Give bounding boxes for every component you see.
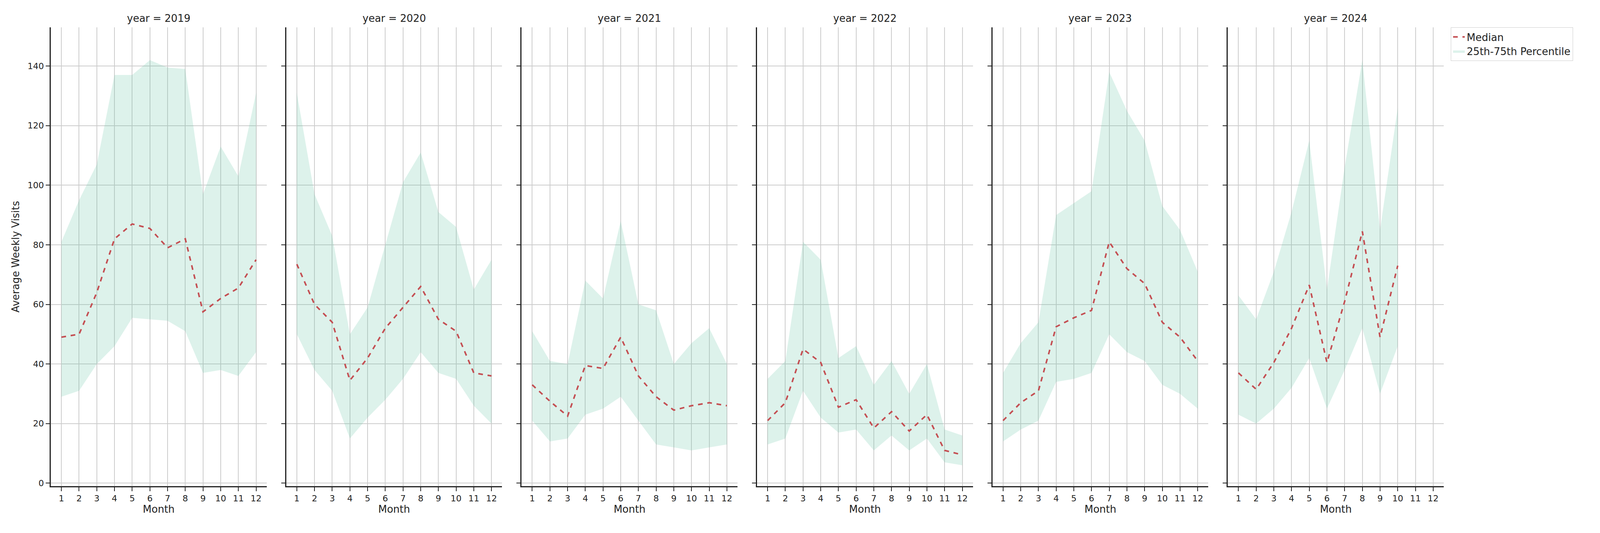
svg-text:1: 1 [764, 493, 771, 504]
svg-text:year = 2022: year = 2022 [833, 12, 897, 25]
svg-text:9: 9 [1377, 493, 1383, 504]
svg-text:4: 4 [111, 493, 118, 504]
svg-text:4: 4 [1053, 493, 1059, 504]
svg-text:10: 10 [1157, 493, 1168, 504]
svg-text:year = 2021: year = 2021 [597, 12, 662, 25]
svg-text:8: 8 [1359, 493, 1366, 504]
svg-text:10: 10 [1392, 493, 1404, 504]
svg-text:11: 11 [703, 493, 715, 504]
svg-text:6: 6 [1088, 493, 1095, 504]
svg-text:25th-75th Percentile: 25th-75th Percentile [1466, 45, 1571, 58]
svg-text:7: 7 [1341, 493, 1348, 504]
svg-text:3: 3 [564, 493, 571, 504]
svg-text:8: 8 [653, 493, 659, 504]
svg-text:3: 3 [1271, 493, 1277, 504]
svg-text:120: 120 [27, 120, 45, 131]
svg-text:140: 140 [27, 61, 45, 72]
svg-text:9: 9 [435, 493, 442, 504]
svg-text:4: 4 [582, 493, 588, 504]
svg-text:10: 10 [921, 493, 933, 504]
svg-text:8: 8 [888, 493, 895, 504]
svg-text:6: 6 [1324, 493, 1330, 504]
svg-text:5: 5 [1071, 493, 1077, 504]
svg-text:2: 2 [782, 493, 788, 504]
svg-text:60: 60 [33, 299, 45, 310]
svg-text:1: 1 [1000, 493, 1006, 504]
svg-text:2: 2 [547, 493, 553, 504]
svg-text:100: 100 [27, 180, 45, 191]
svg-text:7: 7 [635, 493, 642, 504]
svg-text:0: 0 [38, 478, 45, 489]
svg-text:Median: Median [1466, 31, 1504, 44]
svg-text:10: 10 [215, 493, 227, 504]
svg-text:6: 6 [853, 493, 859, 504]
svg-text:11: 11 [939, 493, 950, 504]
svg-text:7: 7 [871, 493, 877, 504]
svg-text:6: 6 [382, 493, 388, 504]
svg-text:11: 11 [1410, 493, 1422, 504]
svg-text:10: 10 [685, 493, 697, 504]
svg-text:12: 12 [485, 493, 497, 504]
svg-text:1: 1 [58, 493, 65, 504]
svg-text:7: 7 [400, 493, 406, 504]
svg-text:5: 5 [129, 493, 135, 504]
svg-text:8: 8 [417, 493, 424, 504]
svg-text:Month: Month [142, 503, 175, 516]
svg-text:4: 4 [1288, 493, 1295, 504]
svg-text:3: 3 [1035, 493, 1042, 504]
svg-text:Average Weekly Visits: Average Weekly Visits [9, 200, 22, 313]
svg-text:year = 2019: year = 2019 [126, 12, 191, 25]
svg-text:2: 2 [76, 493, 82, 504]
svg-text:80: 80 [33, 240, 45, 250]
svg-text:6: 6 [617, 493, 624, 504]
svg-text:year = 2024: year = 2024 [1303, 12, 1368, 25]
svg-text:7: 7 [164, 493, 171, 504]
svg-text:12: 12 [250, 493, 262, 504]
svg-text:1: 1 [529, 493, 535, 504]
svg-text:year = 2023: year = 2023 [1068, 12, 1133, 25]
svg-text:5: 5 [1306, 493, 1313, 504]
svg-text:5: 5 [364, 493, 371, 504]
svg-text:Month: Month [378, 503, 411, 516]
svg-text:20: 20 [33, 418, 45, 429]
svg-text:9: 9 [906, 493, 913, 504]
svg-text:1: 1 [1235, 493, 1242, 504]
svg-text:3: 3 [800, 493, 806, 504]
svg-text:12: 12 [721, 493, 733, 504]
svg-text:8: 8 [182, 493, 188, 504]
svg-text:6: 6 [147, 493, 153, 504]
svg-text:11: 11 [468, 493, 480, 504]
svg-text:12: 12 [1192, 493, 1204, 504]
svg-text:11: 11 [1174, 493, 1186, 504]
svg-text:Month: Month [1319, 503, 1352, 516]
svg-text:11: 11 [232, 493, 244, 504]
svg-text:5: 5 [835, 493, 842, 504]
svg-text:12: 12 [957, 493, 968, 504]
svg-text:Month: Month [849, 503, 882, 516]
svg-text:10: 10 [450, 493, 462, 504]
svg-text:9: 9 [1141, 493, 1148, 504]
svg-text:3: 3 [329, 493, 335, 504]
svg-text:Month: Month [1084, 503, 1117, 516]
svg-text:2: 2 [311, 493, 318, 504]
svg-text:1: 1 [294, 493, 300, 504]
svg-text:40: 40 [33, 359, 45, 370]
svg-text:5: 5 [600, 493, 606, 504]
svg-text:4: 4 [347, 493, 353, 504]
svg-text:8: 8 [1124, 493, 1130, 504]
svg-text:3: 3 [94, 493, 100, 504]
svg-text:12: 12 [1427, 493, 1439, 504]
svg-text:2: 2 [1253, 493, 1259, 504]
svg-text:7: 7 [1106, 493, 1113, 504]
svg-text:9: 9 [200, 493, 206, 504]
svg-text:Month: Month [613, 503, 646, 516]
svg-text:year = 2020: year = 2020 [362, 12, 427, 25]
svg-text:9: 9 [671, 493, 677, 504]
svg-text:2: 2 [1017, 493, 1024, 504]
svg-text:4: 4 [817, 493, 824, 504]
